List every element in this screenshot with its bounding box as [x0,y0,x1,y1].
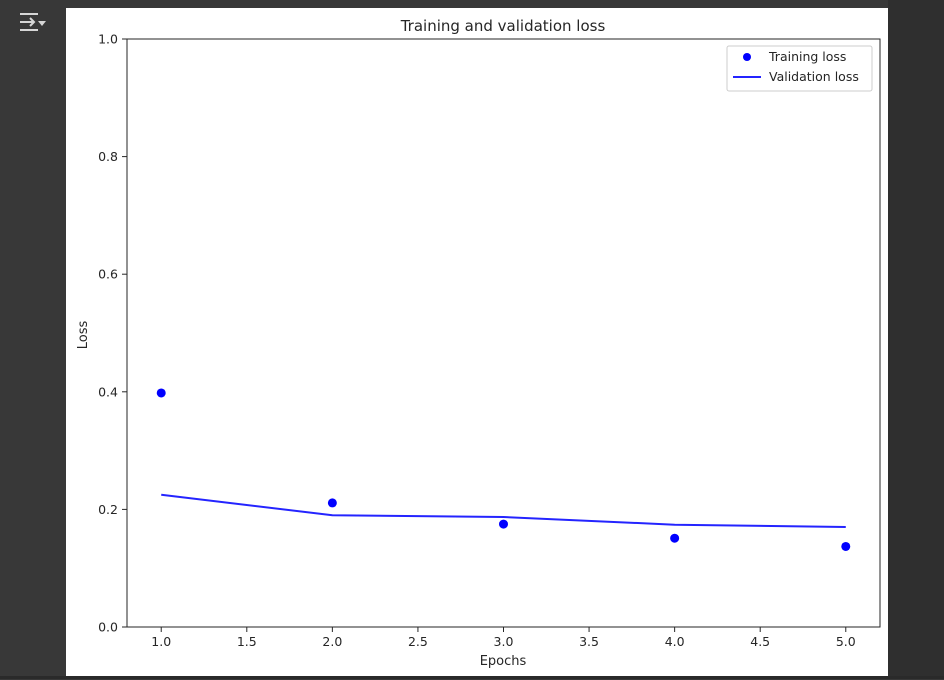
training-loss-point [156,388,166,398]
loss-chart: Training and validation loss 0.00.20.40.… [76,17,881,669]
y-tick-label: 1.0 [98,32,118,47]
training-loss-point [670,533,680,543]
x-tick-label: 1.0 [151,634,171,649]
x-tick-label: 5.0 [836,634,856,649]
x-tick-label: 1.5 [237,634,257,649]
training-loss-point [841,541,851,551]
right-panel-edge [888,0,944,679]
y-axis-ticks: 0.0 0.2 0.4 0.6 0.8 1.0 [98,32,127,635]
legend: Training loss Validation loss [726,45,873,92]
x-axis-ticks: 1.0 1.5 2.0 2.5 3.0 3.5 4.0 4.5 5.0 [151,627,856,649]
x-tick-label: 3.5 [579,634,599,649]
x-axis-label: Epochs [480,654,527,669]
series-layer [156,388,851,551]
x-tick-label: 2.5 [408,634,428,649]
y-tick-label: 0.6 [98,267,118,282]
y-tick-label: 0.8 [98,149,118,164]
training-loss-point [499,519,508,529]
bottom-edge [0,676,944,679]
x-tick-label: 4.5 [750,634,770,649]
y-tick-label: 0.2 [98,502,118,517]
x-tick-label: 3.0 [494,634,514,649]
y-axis-label: Loss [76,321,91,350]
chart-title: Training and validation loss [400,17,606,35]
x-tick-label: 2.0 [322,634,342,649]
legend-label-training: Training loss [768,49,846,64]
validation-loss-line [161,493,846,529]
y-tick-label: 0.0 [98,620,118,635]
collapse-output-icon[interactable] [14,6,54,38]
figure-output: Training and validation loss 0.0 0.2 0.4 0.… [66,8,888,676]
legend-box [726,45,873,92]
output-gutter [0,0,66,679]
y-tick-label: 0.4 [98,384,118,399]
legend-label-validation: Validation loss [769,69,859,84]
x-tick-label: 4.0 [665,634,685,649]
legend-marker-training [743,53,751,61]
training-loss-point [327,498,337,508]
plot-area [126,38,881,628]
